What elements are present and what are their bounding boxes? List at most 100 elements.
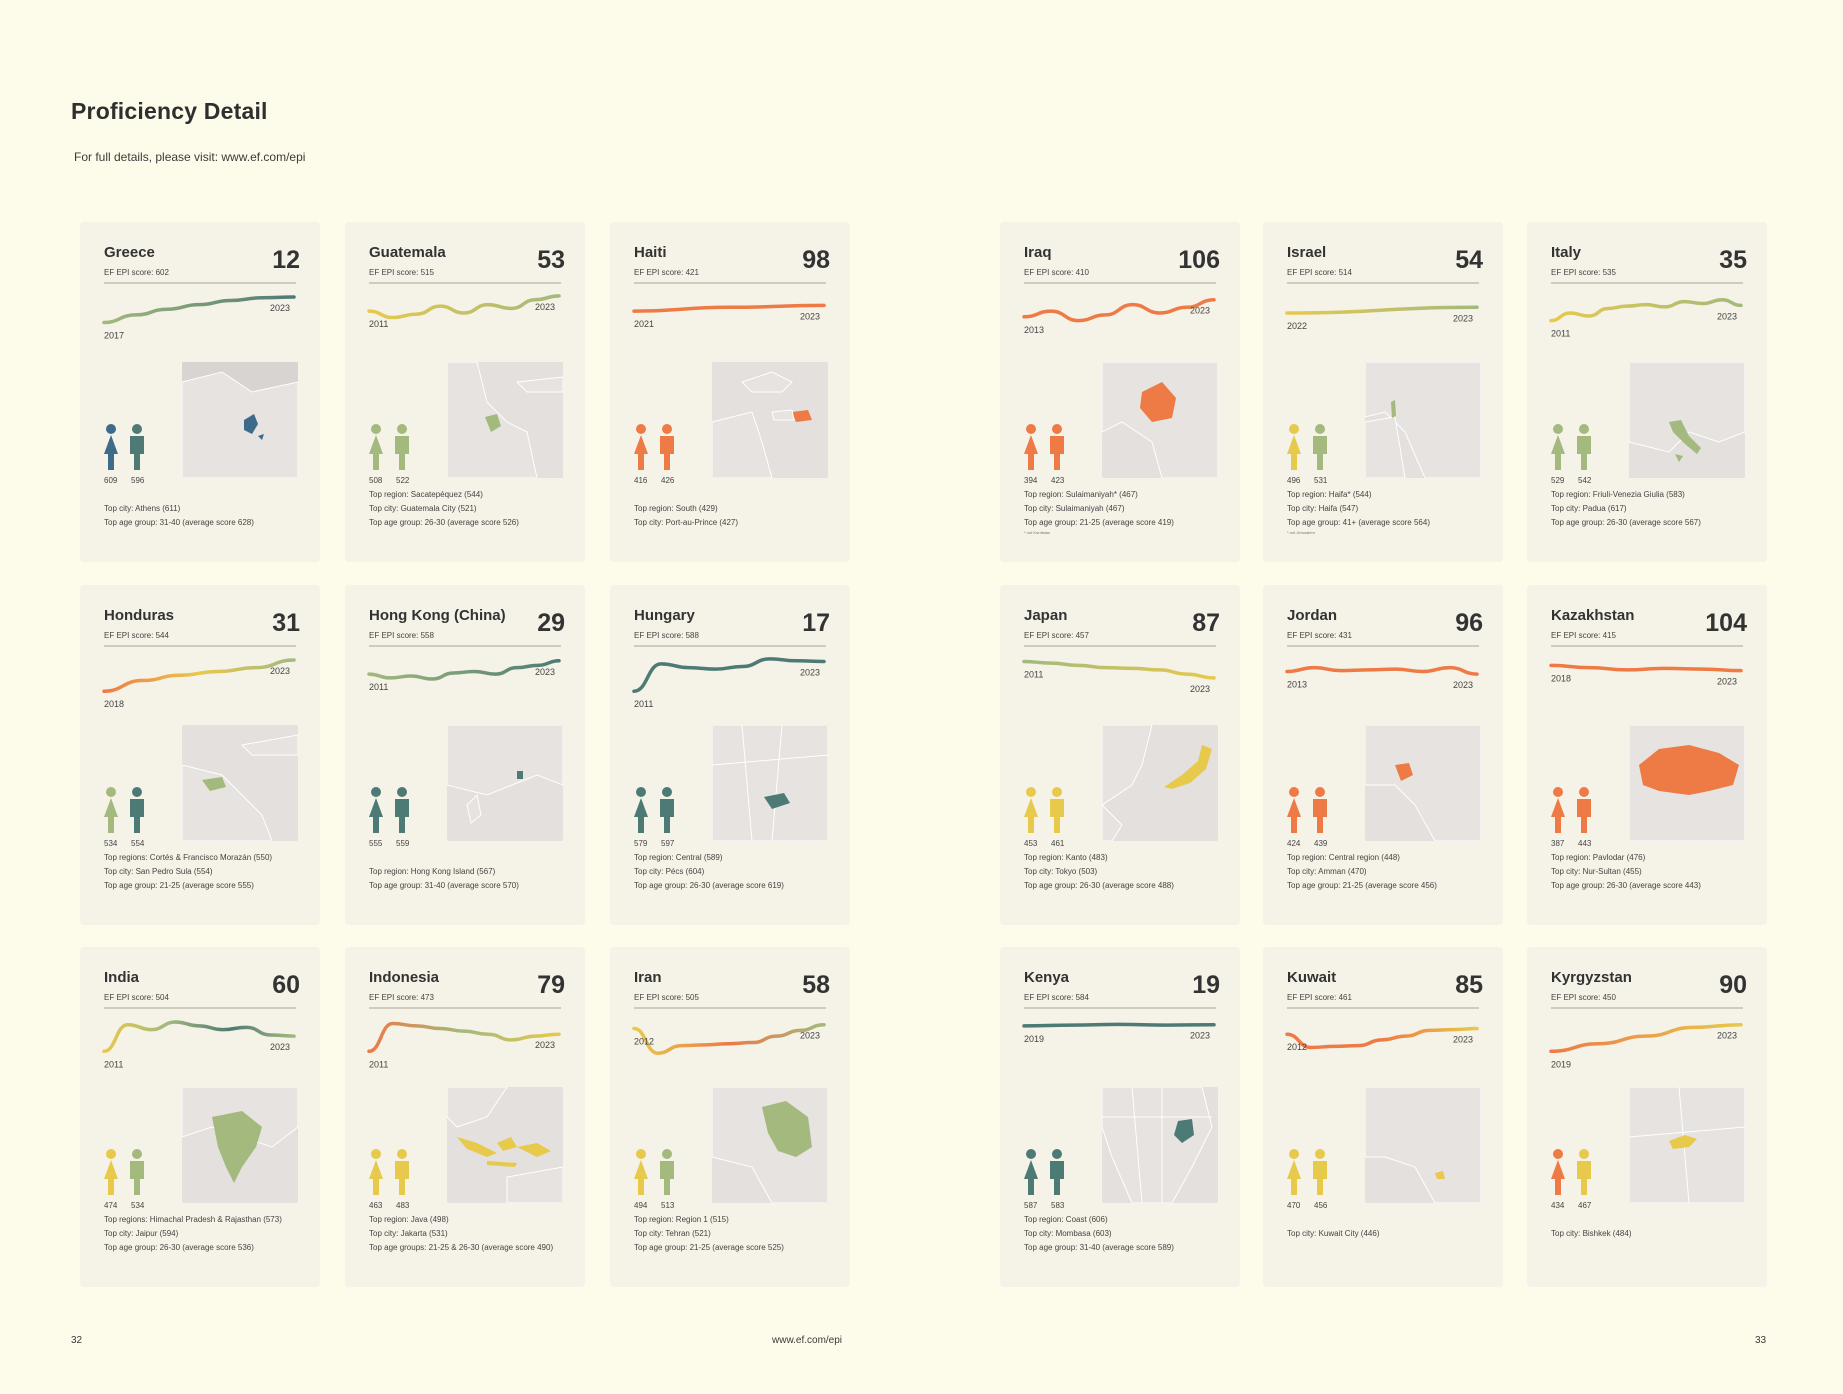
- gender-icons: [1287, 1149, 1327, 1195]
- gender-icons: [1024, 787, 1064, 833]
- trend-start-year: 2013: [1024, 325, 1044, 335]
- trend-start-year: 2011: [1551, 329, 1570, 339]
- female-icon: [104, 1149, 118, 1195]
- info-line: Top age group: 41+ (average score 564): [1287, 518, 1430, 527]
- info-line: Top region: South (429): [634, 504, 718, 513]
- country-card-guatemala: Guatemala EF EPI score: 515 53 2011 2023 508 5…: [345, 222, 585, 562]
- divider: [634, 645, 826, 647]
- country-map: [1102, 362, 1218, 478]
- trend-end-year: 2023: [800, 668, 820, 678]
- rank-number: 31: [272, 609, 300, 637]
- trend-line: [1549, 297, 1743, 323]
- male-score: 522: [396, 476, 410, 485]
- trend-chart: 2011 2023: [1022, 659, 1216, 694]
- male-score: 597: [661, 839, 675, 848]
- male-icon: [1313, 787, 1327, 833]
- country-name: Japan: [1024, 607, 1068, 624]
- female-icon: [369, 787, 383, 833]
- trend-end-year: 2023: [1717, 311, 1737, 321]
- country-name: Israel: [1287, 244, 1327, 261]
- country-map: [712, 725, 828, 841]
- epi-score: EF EPI score: 515: [369, 268, 434, 277]
- info-line: Top region: Sacatepéquez (544): [369, 490, 483, 499]
- rank-number: 54: [1455, 246, 1483, 274]
- footer-url[interactable]: www.ef.com/epi: [772, 1335, 843, 1346]
- info-line: Top age group: 26-30 (average score 488): [1024, 881, 1174, 890]
- info-line: Top city: Padua (617): [1551, 504, 1627, 513]
- info-line: Top region: Central (589): [634, 853, 723, 862]
- male-icon: [395, 787, 409, 833]
- country-map: [447, 1087, 563, 1203]
- male-icon: [395, 424, 409, 470]
- rank-number: 35: [1719, 246, 1747, 274]
- epi-score: EF EPI score: 457: [1024, 631, 1089, 640]
- female-icon: [369, 424, 383, 470]
- info-line: Top city: Nur-Sultan (455): [1551, 867, 1642, 876]
- trend-line: [1549, 663, 1743, 673]
- country-card-india: India EF EPI score: 504 60 2011 2023 474 534 To…: [80, 947, 320, 1287]
- epi-score: EF EPI score: 431: [1287, 631, 1352, 640]
- trend-line: [1022, 297, 1216, 323]
- male-icon: [130, 1149, 144, 1195]
- male-icon: [395, 1149, 409, 1195]
- info-line: Top region: Java (498): [369, 1215, 449, 1224]
- male-icon: [130, 787, 144, 833]
- divider: [1024, 1007, 1216, 1009]
- trend-line: [1549, 1022, 1743, 1054]
- info-line: Top age group: 26-30 (average score 443): [1551, 881, 1701, 890]
- info-line: Top age group: 31-40 (average score 570): [369, 881, 519, 890]
- country-map: [447, 362, 563, 478]
- country-name: Kenya: [1024, 969, 1070, 986]
- country-card-iran: Iran EF EPI score: 505 58 2012 2023 494 513 Top…: [610, 947, 850, 1287]
- gender-icons: [1287, 787, 1327, 833]
- info-line: Top age group: 31-40 (average score 628): [104, 518, 254, 527]
- trend-chart: 2019 2023: [1549, 1022, 1743, 1069]
- trend-start-year: 2019: [1551, 1059, 1571, 1069]
- trend-line: [632, 657, 826, 693]
- rank-number: 12: [272, 246, 300, 274]
- female-score: 609: [104, 476, 118, 485]
- gender-icons: [104, 1149, 144, 1195]
- info-line: Top city: Mombasa (603): [1024, 1229, 1112, 1238]
- country-map: [712, 362, 828, 478]
- female-icon: [1551, 1149, 1565, 1195]
- info-line: Top region: Sulaimaniyah* (467): [1024, 490, 1138, 499]
- male-score: 596: [131, 476, 145, 485]
- info-line: Top city: Pécs (604): [634, 867, 705, 876]
- country-name: Guatemala: [369, 244, 446, 261]
- gender-icons: [634, 424, 674, 470]
- trend-end-year: 2023: [1190, 684, 1210, 694]
- info-line: Top regions: Himachal Pradesh & Rajastha…: [104, 1215, 282, 1224]
- info-line: Top region: Kanto (483): [1024, 853, 1108, 862]
- male-score: 542: [1578, 476, 1592, 485]
- gender-icons: [104, 424, 144, 470]
- divider: [104, 282, 296, 284]
- female-score: 587: [1024, 1201, 1038, 1210]
- info-line: Top age groups: 21-25 & 26-30 (average s…: [369, 1243, 554, 1252]
- male-score: 456: [1314, 1201, 1328, 1210]
- female-icon: [634, 787, 648, 833]
- trend-start-year: 2011: [369, 1059, 388, 1069]
- info-line: Top region: Hong Kong Island (567): [369, 867, 496, 876]
- trend-start-year: 2018: [1551, 673, 1571, 683]
- female-score: 474: [104, 1201, 118, 1210]
- rank-number: 60: [272, 971, 300, 999]
- trend-end-year: 2023: [1190, 306, 1210, 316]
- trend-end-year: 2023: [535, 302, 555, 312]
- trend-line: [1285, 665, 1479, 676]
- trend-line: [367, 294, 561, 320]
- trend-chart: 2013 2023: [1022, 297, 1216, 335]
- epi-score: EF EPI score: 588: [634, 631, 699, 640]
- gender-icons: [1551, 1149, 1591, 1195]
- info-line: Top city: Tokyo (503): [1024, 867, 1098, 876]
- divider: [1551, 282, 1743, 284]
- male-icon: [660, 424, 674, 470]
- male-score: 513: [661, 1201, 675, 1210]
- trend-chart: 2022 2023: [1285, 305, 1479, 331]
- male-score: 534: [131, 1201, 145, 1210]
- trend-chart: 2012 2023: [632, 1022, 826, 1055]
- rank-number: 29: [537, 609, 565, 637]
- trend-chart: 2011 2023: [367, 1021, 561, 1069]
- epi-score: EF EPI score: 558: [369, 631, 434, 640]
- female-score: 555: [369, 839, 383, 848]
